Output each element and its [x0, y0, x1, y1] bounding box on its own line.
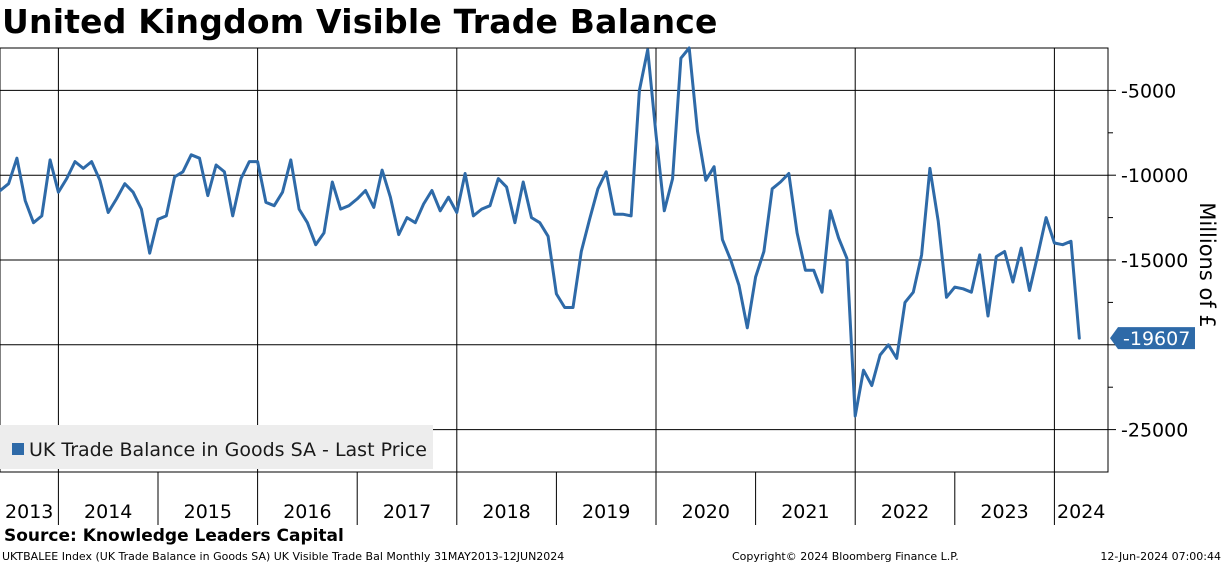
x-year-label: 2014 — [84, 501, 132, 523]
y-axis-label: Millions of £ — [1195, 202, 1219, 328]
x-axis-year-labels: 2013 2014 2015 2016 2017 2018 2019 2020 2021 2022… — [5, 472, 1105, 525]
y-tick-label: -10000 — [1121, 165, 1188, 187]
last-value-marker: -19607 — [1110, 327, 1195, 350]
x-year-label: 2024 — [1057, 501, 1105, 523]
x-year-label: 2022 — [881, 501, 929, 523]
legend: UK Trade Balance in Goods SA - Last Pric… — [0, 425, 433, 469]
y-axis-ticks: -5000 -10000 -15000 -25000 — [1108, 80, 1188, 442]
legend-entry: UK Trade Balance in Goods SA - Last Pric… — [29, 439, 427, 461]
footer-index-description: UKTBALEE Index (UK Trade Balance in Good… — [2, 550, 565, 563]
x-year-label: 2015 — [184, 501, 232, 523]
series-layer — [0, 46, 1081, 418]
source-note: Source: Knowledge Leaders Capital — [4, 526, 344, 546]
legend-box — [0, 425, 433, 469]
x-year-label: 2023 — [980, 501, 1028, 523]
footer-copyright: Copyright© 2024 Bloomberg Finance L.P. — [732, 550, 959, 563]
y-tick-label: -5000 — [1121, 80, 1176, 102]
series-line — [0, 46, 1081, 418]
x-year-label: 2013 — [5, 501, 53, 523]
last-value-tag — [1110, 327, 1195, 350]
x-year-label: 2018 — [482, 501, 530, 523]
x-year-label: 2021 — [781, 501, 829, 523]
x-year-label: 2020 — [682, 501, 730, 523]
footer-timestamp: 12-Jun-2024 07:00:44 — [1100, 550, 1221, 563]
chart-title: United Kingdom Visible Trade Balance — [2, 2, 718, 41]
y-tick-label: -15000 — [1121, 250, 1188, 272]
x-year-label: 2019 — [582, 501, 630, 523]
x-year-label: 2017 — [383, 501, 431, 523]
last-value-text: -19607 — [1123, 328, 1190, 350]
y-tick-label: -25000 — [1121, 420, 1188, 442]
x-year-label: 2016 — [283, 501, 331, 523]
legend-swatch — [12, 443, 24, 455]
